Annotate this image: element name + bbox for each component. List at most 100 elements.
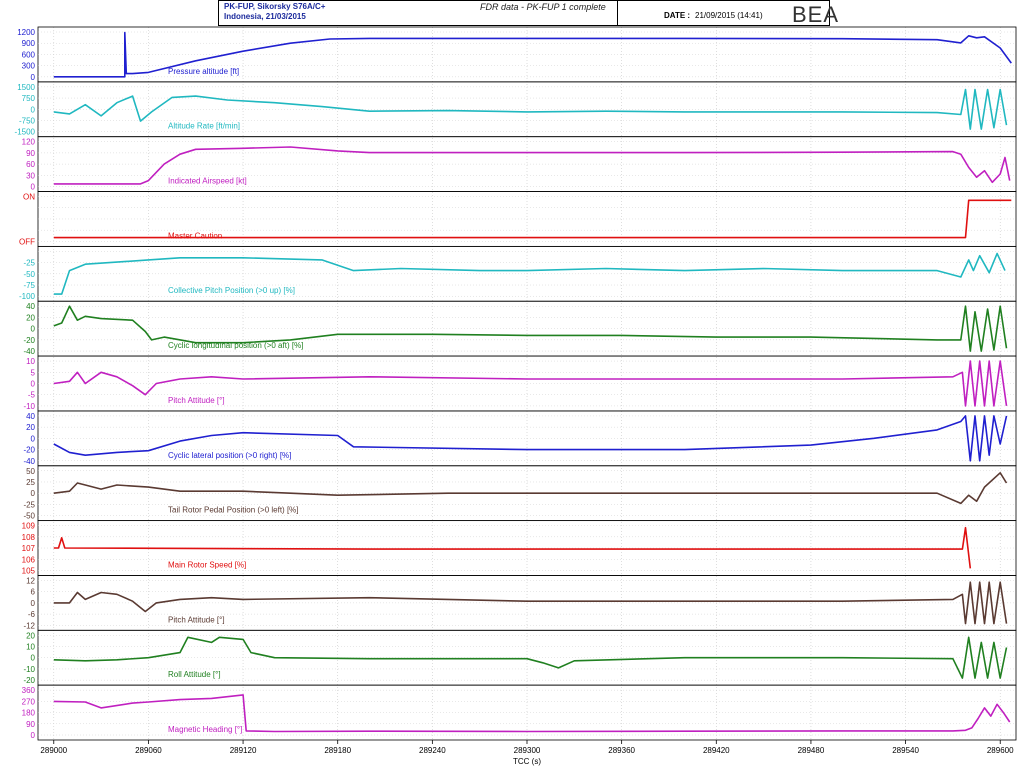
date-label: DATE :	[664, 11, 691, 20]
y-tick-label: 360	[22, 686, 36, 695]
y-tick-label: 120	[22, 138, 36, 147]
y-tick-label: 270	[22, 697, 36, 706]
y-tick-label: 0	[31, 183, 36, 192]
y-tick-label: 0	[31, 489, 36, 498]
y-tick-label: -1500	[15, 128, 36, 137]
series-line	[53, 252, 1006, 295]
y-tick-label: -40	[23, 457, 35, 466]
series-line	[53, 526, 972, 569]
y-tick-label: 105	[22, 566, 36, 575]
series-label: Altitude Rate [ft/min]	[168, 122, 240, 131]
y-tick-label: 90	[26, 720, 35, 729]
y-tick-label: 0	[31, 380, 36, 389]
y-tick-label: -6	[28, 610, 36, 619]
header-right-box	[618, 0, 830, 26]
series-line	[53, 146, 1011, 185]
y-tick-label: 0	[31, 325, 36, 334]
y-tick-label: -25	[23, 259, 35, 268]
y-tick-label: 106	[22, 555, 36, 564]
x-tick-label: 289300	[514, 746, 541, 755]
series-line	[53, 88, 1008, 130]
y-tick-label: -5	[28, 391, 36, 400]
x-tick-label: 289600	[987, 746, 1014, 755]
y-tick-label: 0	[31, 599, 36, 608]
x-tick-label: 289540	[892, 746, 919, 755]
y-tick-label: 0	[31, 73, 36, 82]
y-tick-label: 10	[26, 357, 35, 366]
y-tick-label: -75	[23, 281, 35, 290]
y-tick-label: -50	[23, 270, 35, 279]
y-tick-label: 600	[22, 50, 36, 59]
y-tick-label: -25	[23, 500, 35, 509]
series-line	[53, 581, 1008, 625]
series-label: Collective Pitch Position (>0 up) [%]	[168, 286, 295, 295]
series-label: Main Rotor Speed [%]	[168, 560, 246, 569]
y-tick-label: 40	[26, 302, 35, 311]
y-tick-label: 300	[22, 62, 36, 71]
y-tick-label: 20	[26, 631, 35, 640]
bea-logo: BEA	[792, 2, 840, 27]
y-tick-label: OFF	[19, 237, 35, 246]
x-tick-label: 289060	[135, 746, 162, 755]
y-tick-label: -20	[23, 676, 35, 685]
x-tick-label: 289240	[419, 746, 446, 755]
x-tick-label: 289000	[40, 746, 67, 755]
y-tick-label: 5	[31, 368, 36, 377]
series-label: Cyclic lateral position (>0 right) [%]	[168, 451, 291, 460]
x-tick-label: 289360	[608, 746, 635, 755]
y-tick-label: 107	[22, 544, 36, 553]
series-line	[53, 636, 1008, 679]
y-tick-label: 1200	[17, 28, 35, 37]
y-tick-label: -50	[23, 512, 35, 521]
y-tick-label: 20	[26, 313, 35, 322]
y-tick-label: 6	[31, 588, 36, 597]
series-line	[53, 472, 1008, 505]
date-value: 21/09/2015 (14:41)	[695, 11, 763, 20]
y-tick-label: 25	[26, 478, 35, 487]
y-tick-label: 10	[26, 643, 35, 652]
y-tick-label: 109	[22, 522, 36, 531]
y-tick-label: 0	[31, 654, 36, 663]
y-tick-label: 0	[31, 731, 36, 740]
series-line	[53, 360, 1008, 407]
location-date: Indonesia, 21/03/2015	[224, 12, 306, 21]
y-tick-label: -20	[23, 446, 35, 455]
x-tick-label: 289420	[703, 746, 730, 755]
series-line	[53, 415, 1008, 462]
y-tick-label: 40	[26, 412, 35, 421]
y-tick-label: 0	[31, 434, 36, 443]
x-tick-label: 289180	[324, 746, 351, 755]
series-label: Pressure altitude [ft]	[168, 67, 239, 76]
y-tick-label: 108	[22, 533, 36, 542]
x-tick-label: 289480	[798, 746, 825, 755]
y-tick-label: -10	[23, 665, 35, 674]
y-tick-label: 20	[26, 423, 35, 432]
y-tick-label: 60	[26, 160, 35, 169]
y-tick-label: -20	[23, 336, 35, 345]
report-header: PK-FUP, Sikorsky S76A/C+ Indonesia, 21/0…	[0, 0, 1024, 27]
y-tick-label: 1500	[17, 83, 35, 92]
series-line	[53, 31, 1012, 78]
series-label: Magnetic Heading [°]	[168, 725, 242, 734]
y-tick-label: -40	[23, 347, 35, 356]
series-label: Tail Rotor Pedal Position (>0 left) [%]	[168, 506, 299, 515]
y-tick-label: ON	[23, 193, 35, 202]
header-left-box	[218, 0, 618, 26]
y-tick-label: 750	[22, 94, 36, 103]
aircraft-title: PK-FUP, Sikorsky S76A/C+	[224, 2, 326, 11]
y-tick-label: 900	[22, 39, 36, 48]
y-tick-label: -10	[23, 402, 35, 411]
series-label: Indicated Airspeed [kt]	[168, 177, 247, 186]
series-line	[53, 694, 1011, 733]
y-tick-label: -750	[19, 116, 36, 125]
series-line	[53, 199, 1012, 239]
y-tick-label: 180	[22, 709, 36, 718]
report-subtitle: FDR data - PK-FUP 1 complete	[480, 2, 606, 12]
series-label: Roll Attitude [°]	[168, 670, 221, 679]
y-tick-label: -100	[19, 292, 36, 301]
series-label: Cyclic longitudinal position (>0 aft) [%…	[168, 341, 303, 350]
series-label: Pitch Attitude [°]	[168, 615, 225, 624]
series-label: Pitch Attitude [°]	[168, 396, 225, 405]
y-tick-label: 90	[26, 149, 35, 158]
